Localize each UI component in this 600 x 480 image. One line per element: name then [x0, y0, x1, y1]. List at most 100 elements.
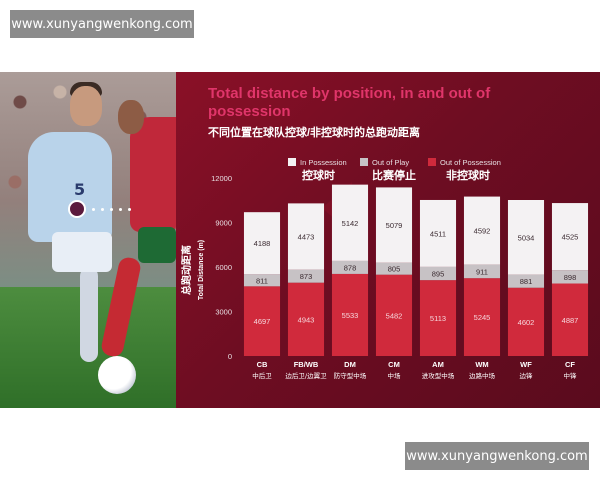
bars-group: 4697 811 4188 4943 873 4473 5533 878 5142 5482 805… [243, 184, 589, 356]
bar-in-possession [507, 199, 545, 275]
bar-in-possession [243, 212, 281, 275]
red-player-head [118, 100, 144, 134]
ball-icon [68, 200, 86, 218]
legend-label: Out of Play [372, 158, 409, 167]
bar-out-of-play [463, 264, 501, 279]
blue-player-jersey [28, 132, 112, 242]
bar-out-of-possession [507, 287, 545, 356]
bar-value-label: 4473 [298, 233, 315, 242]
bar-out-of-possession [551, 283, 589, 356]
chart-subtitle: 不同位置在球队控球/非控球时的总跑动距离 [208, 127, 421, 139]
bar-out-of-possession [419, 280, 457, 356]
bar-in-possession [551, 203, 589, 271]
blue-player-leg [80, 267, 98, 362]
bar-value-label: 4602 [518, 318, 535, 327]
chart-title: Total distance by position, in and out o… [208, 85, 491, 120]
bar-out-of-possession [331, 273, 369, 356]
bar-value-label: 5034 [518, 233, 535, 242]
y-axis-label: Total Distance (m) [198, 240, 205, 300]
bar-value-label: 4697 [254, 317, 271, 326]
x-tick-label-cn: 边路中场 [469, 371, 496, 380]
bar-value-label: 5079 [386, 221, 403, 230]
y-tick-label: 3000 [215, 308, 232, 317]
x-tick-label-cn: 进攻型中场 [422, 371, 455, 380]
dot [119, 207, 122, 211]
red-player-jersey [130, 117, 176, 232]
bar-value-label: 881 [520, 277, 533, 286]
y-tick-label: 9000 [215, 219, 232, 228]
y-axis-label-cn: 总跑动距离 [180, 245, 193, 295]
ball-dots-decoration [68, 200, 131, 218]
bar-out-of-possession [463, 278, 501, 356]
x-tick-label-cn: 边锋 [520, 371, 534, 380]
x-tick-label-cn: 中锋 [564, 371, 578, 380]
x-tick-label-cn: 中后卫 [252, 371, 272, 380]
x-tick-label: CF [565, 360, 575, 369]
blue-player-shorts [52, 232, 112, 272]
bar-value-label: 5245 [474, 313, 491, 322]
bar-value-label: 878 [344, 263, 357, 272]
x-tick-label: DM [344, 360, 356, 369]
bar-out-of-play [419, 266, 457, 281]
dot [110, 207, 113, 211]
dot [101, 207, 104, 211]
bar-value-label: 5482 [386, 311, 403, 320]
bar-value-label: 4511 [430, 229, 446, 238]
football-ball [98, 356, 136, 394]
bar-value-label: 811 [256, 276, 268, 285]
x-tick-label: CB [257, 360, 268, 369]
y-tick-label: 6000 [215, 263, 232, 272]
bar-in-possession [419, 199, 457, 267]
bar-out-of-play [507, 274, 545, 288]
red-player-shorts [138, 227, 176, 263]
x-tick-label-cn: 防守型中场 [334, 371, 367, 380]
bar-value-label: 873 [300, 272, 313, 281]
bar-value-label: 5142 [342, 219, 359, 228]
legend-swatch [288, 158, 296, 166]
dot [92, 207, 95, 211]
legend-label: In Possession [300, 158, 347, 167]
x-tick-label: CM [388, 360, 400, 369]
jersey-number: 5 [74, 180, 86, 199]
bar-value-label: 898 [564, 273, 577, 282]
bar-in-possession [287, 203, 325, 270]
bar-in-possession [375, 187, 413, 263]
bar-value-label: 4525 [562, 233, 579, 242]
bar-value-label: 4887 [562, 316, 579, 325]
watermark-top: www.xunyangwenkong.com [10, 10, 194, 38]
x-tick-label-cn: 边后卫/边翼卫 [285, 371, 327, 380]
x-tick-label-cn: 中场 [388, 371, 402, 380]
legend-annotation-cn: 控球时 [302, 168, 335, 182]
bar-in-possession [331, 184, 369, 261]
watermark-bottom: www.xunyangwenkong.com [405, 442, 589, 470]
bar-value-label: 895 [432, 270, 445, 279]
legend-swatch [428, 158, 436, 166]
bar-out-of-possession [243, 286, 281, 356]
legend-swatch [360, 158, 368, 166]
bar-value-label: 5533 [342, 311, 359, 320]
bar-out-of-play [287, 269, 325, 283]
bar-value-label: 5113 [430, 314, 446, 323]
bar-out-of-possession [287, 282, 325, 356]
x-axis: CB 中后卫 FB/WB 边后卫/边翼卫 DM 防守型中场 CM 中场 AM 进攻型中场 WM 边路中… [252, 360, 577, 380]
bar-out-of-play [375, 262, 413, 275]
bar-in-possession [463, 196, 501, 265]
dot [128, 207, 131, 211]
bar-value-label: 911 [476, 267, 488, 276]
bar-out-of-possession [375, 274, 413, 356]
y-tick-label: 12000 [211, 174, 232, 183]
bar-value-label: 4943 [298, 315, 315, 324]
bar-value-label: 4592 [474, 227, 491, 236]
x-tick-label: AM [432, 360, 444, 369]
blue-player-head [70, 86, 102, 126]
x-tick-label: FB/WB [294, 360, 319, 369]
bar-value-label: 805 [388, 265, 401, 274]
bar-out-of-play [331, 260, 369, 274]
x-tick-label: WM [475, 360, 488, 369]
bar-out-of-play [551, 270, 589, 284]
x-tick-label: WF [520, 360, 532, 369]
legend-annotation-cn: 比赛停止 [372, 168, 416, 182]
football-photo: 5 [0, 72, 176, 408]
legend-label: Out of Possession [440, 158, 501, 167]
